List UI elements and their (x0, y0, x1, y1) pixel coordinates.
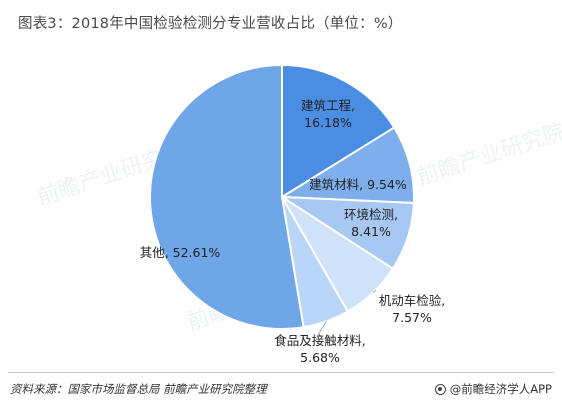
leader-line-4 (317, 321, 327, 336)
slice-label-2-line-1: 8.41% (351, 224, 391, 239)
brand-credit: @前瞻经济学人APP (434, 381, 552, 397)
footer-divider (8, 372, 554, 373)
leader-line-3 (372, 289, 377, 294)
slice-label-5-line-0: 其他, 52.61% (140, 245, 221, 260)
brand-logo-icon (434, 383, 446, 395)
slice-label-4-line-1: 5.68% (300, 350, 340, 365)
brand-text: @前瞻经济学人APP (449, 382, 552, 396)
source-note: 资料来源：国家市场监督总局 前瞻产业研究院整理 (10, 382, 267, 396)
pie-slice-0 (281, 63, 396, 199)
pie-slice-5 (148, 63, 305, 330)
pie-slice-1 (278, 126, 415, 205)
watermark-text: 前瞻产业研究院 (414, 119, 562, 190)
slice-label-3-line-0: 机动车检验, (379, 293, 445, 308)
pie-labels: 建筑工程, 16.18% 建筑材料, 9.54% 环境检测, 8.41% 机动车检验, 7.… (140, 98, 446, 365)
pie-slices (148, 63, 415, 330)
slice-label-0-line-1: 16.18% (304, 115, 352, 130)
slice-label-3-line-1: 7.57% (392, 310, 432, 325)
slice-label-4-line-0: 食品及接触材料, (274, 333, 365, 348)
slice-label-2-line-0: 环境检测, (344, 207, 398, 222)
slice-label-1-line-0: 建筑材料, 9.54% (309, 177, 407, 192)
chart-title: 图表3：2018年中国检验检测分专业营收占比（单位：%） (18, 16, 403, 32)
slice-label-0-line-0: 建筑工程, (301, 98, 355, 113)
